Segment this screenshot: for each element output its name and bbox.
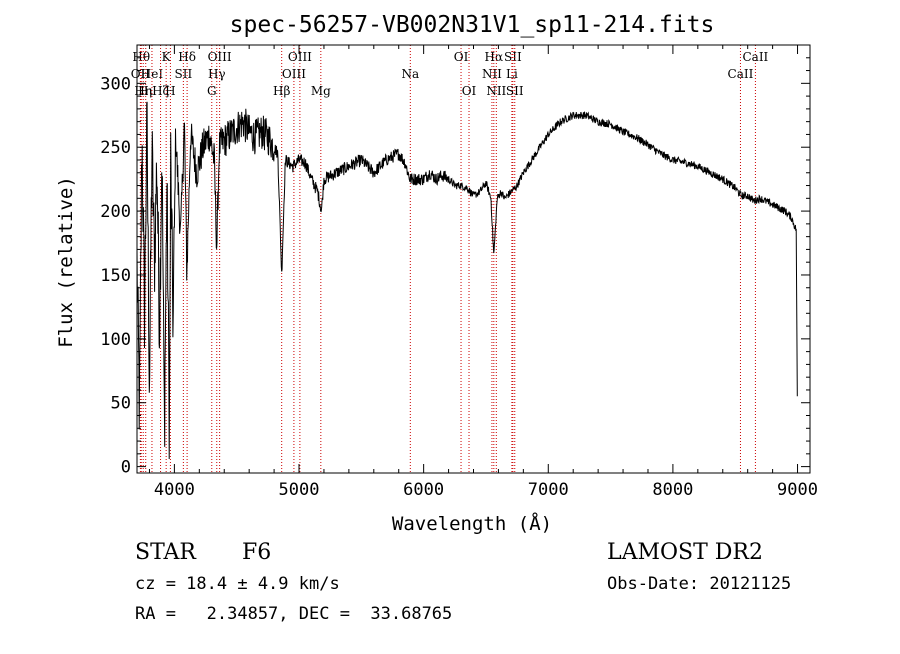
spectral-line-label: SII [504, 50, 522, 64]
spectral-line-label: Hι [138, 84, 153, 98]
redshift-velocity: cz = 18.4 ± 4.9 km/s [135, 574, 340, 594]
y-tick-label: 250 [100, 138, 131, 158]
spectral-line-label: OII [131, 67, 151, 81]
axes: 4000 5000 6000 7000 8000 9000 0 50 100 150 200 250 3… [100, 45, 818, 500]
y-tick-label: 0 [121, 458, 131, 478]
spectral-line-label: HeI [141, 67, 164, 81]
spectral-line-label: OI [454, 50, 469, 64]
spectral-line-label: Hα [485, 50, 504, 64]
y-axis-label: Flux (relative) [55, 176, 77, 348]
spectral-line-label: OI [462, 84, 477, 98]
spectral-line-label: K [162, 50, 172, 64]
spectral-line-label: NII [486, 84, 506, 98]
plot-frame [136, 44, 811, 474]
x-tick-label: 4000 [154, 480, 195, 500]
spectral-line-label: CaII [728, 67, 754, 81]
spectral-line-label: Hζ [152, 84, 169, 98]
x-tick-label: 6000 [403, 480, 444, 500]
spectral-line-label: H [165, 84, 175, 98]
spectral-line-label: Hδ [178, 50, 196, 64]
spectral-line-label: NII [482, 67, 502, 81]
spectral-line-label: G [207, 84, 217, 98]
object-type: STAR [135, 540, 196, 565]
x-tick-label: 5000 [279, 480, 320, 500]
spectral-line-label: Hβ [273, 84, 290, 98]
spectral-line-label: OIII [208, 50, 232, 64]
y-tick-label: 100 [100, 330, 131, 350]
spectral-line-label: Mg [311, 84, 331, 98]
spectral-line-label: CaII [742, 50, 768, 64]
spectral-line-label: Li [506, 67, 518, 81]
x-tick-label: 7000 [528, 480, 569, 500]
y-tick-label: 300 [100, 74, 131, 94]
survey-name: LAMOST DR2 [607, 540, 763, 565]
spectral-line-label: OIII [282, 67, 306, 81]
spectral-line-label: SII [506, 84, 524, 98]
chart-title: spec-56257-VB002N31V1_sp11-214.fits [230, 12, 715, 38]
spectrum-line [136, 101, 798, 460]
x-tick-label: 9000 [777, 480, 818, 500]
spectral-line-label: Hγ [208, 67, 226, 81]
y-tick-label: 50 [111, 394, 131, 414]
y-tick-label: 150 [100, 266, 131, 286]
x-tick-label: 8000 [652, 480, 693, 500]
y-tick-label: 200 [100, 202, 131, 222]
spectral-line-markers: HθOIIHηHιHeIHζKHSIIHδGHγOIIIHβOIIIOIIIMg… [131, 45, 769, 473]
coordinates: RA = 2.34857, DEC = 33.68765 [135, 604, 453, 624]
spectrum-series [136, 101, 798, 460]
object-subclass: F6 [242, 540, 272, 565]
spectral-line-label: Na [401, 67, 419, 81]
spectral-line-label: OIII [288, 50, 312, 64]
x-axis-label: Wavelength (Å) [392, 512, 552, 535]
spectral-line-label: Hθ [132, 50, 150, 64]
observation-date: Obs-Date: 20121125 [607, 574, 792, 594]
spectral-line-label: Hη [134, 84, 152, 98]
spectral-line-label: SII [175, 67, 193, 81]
